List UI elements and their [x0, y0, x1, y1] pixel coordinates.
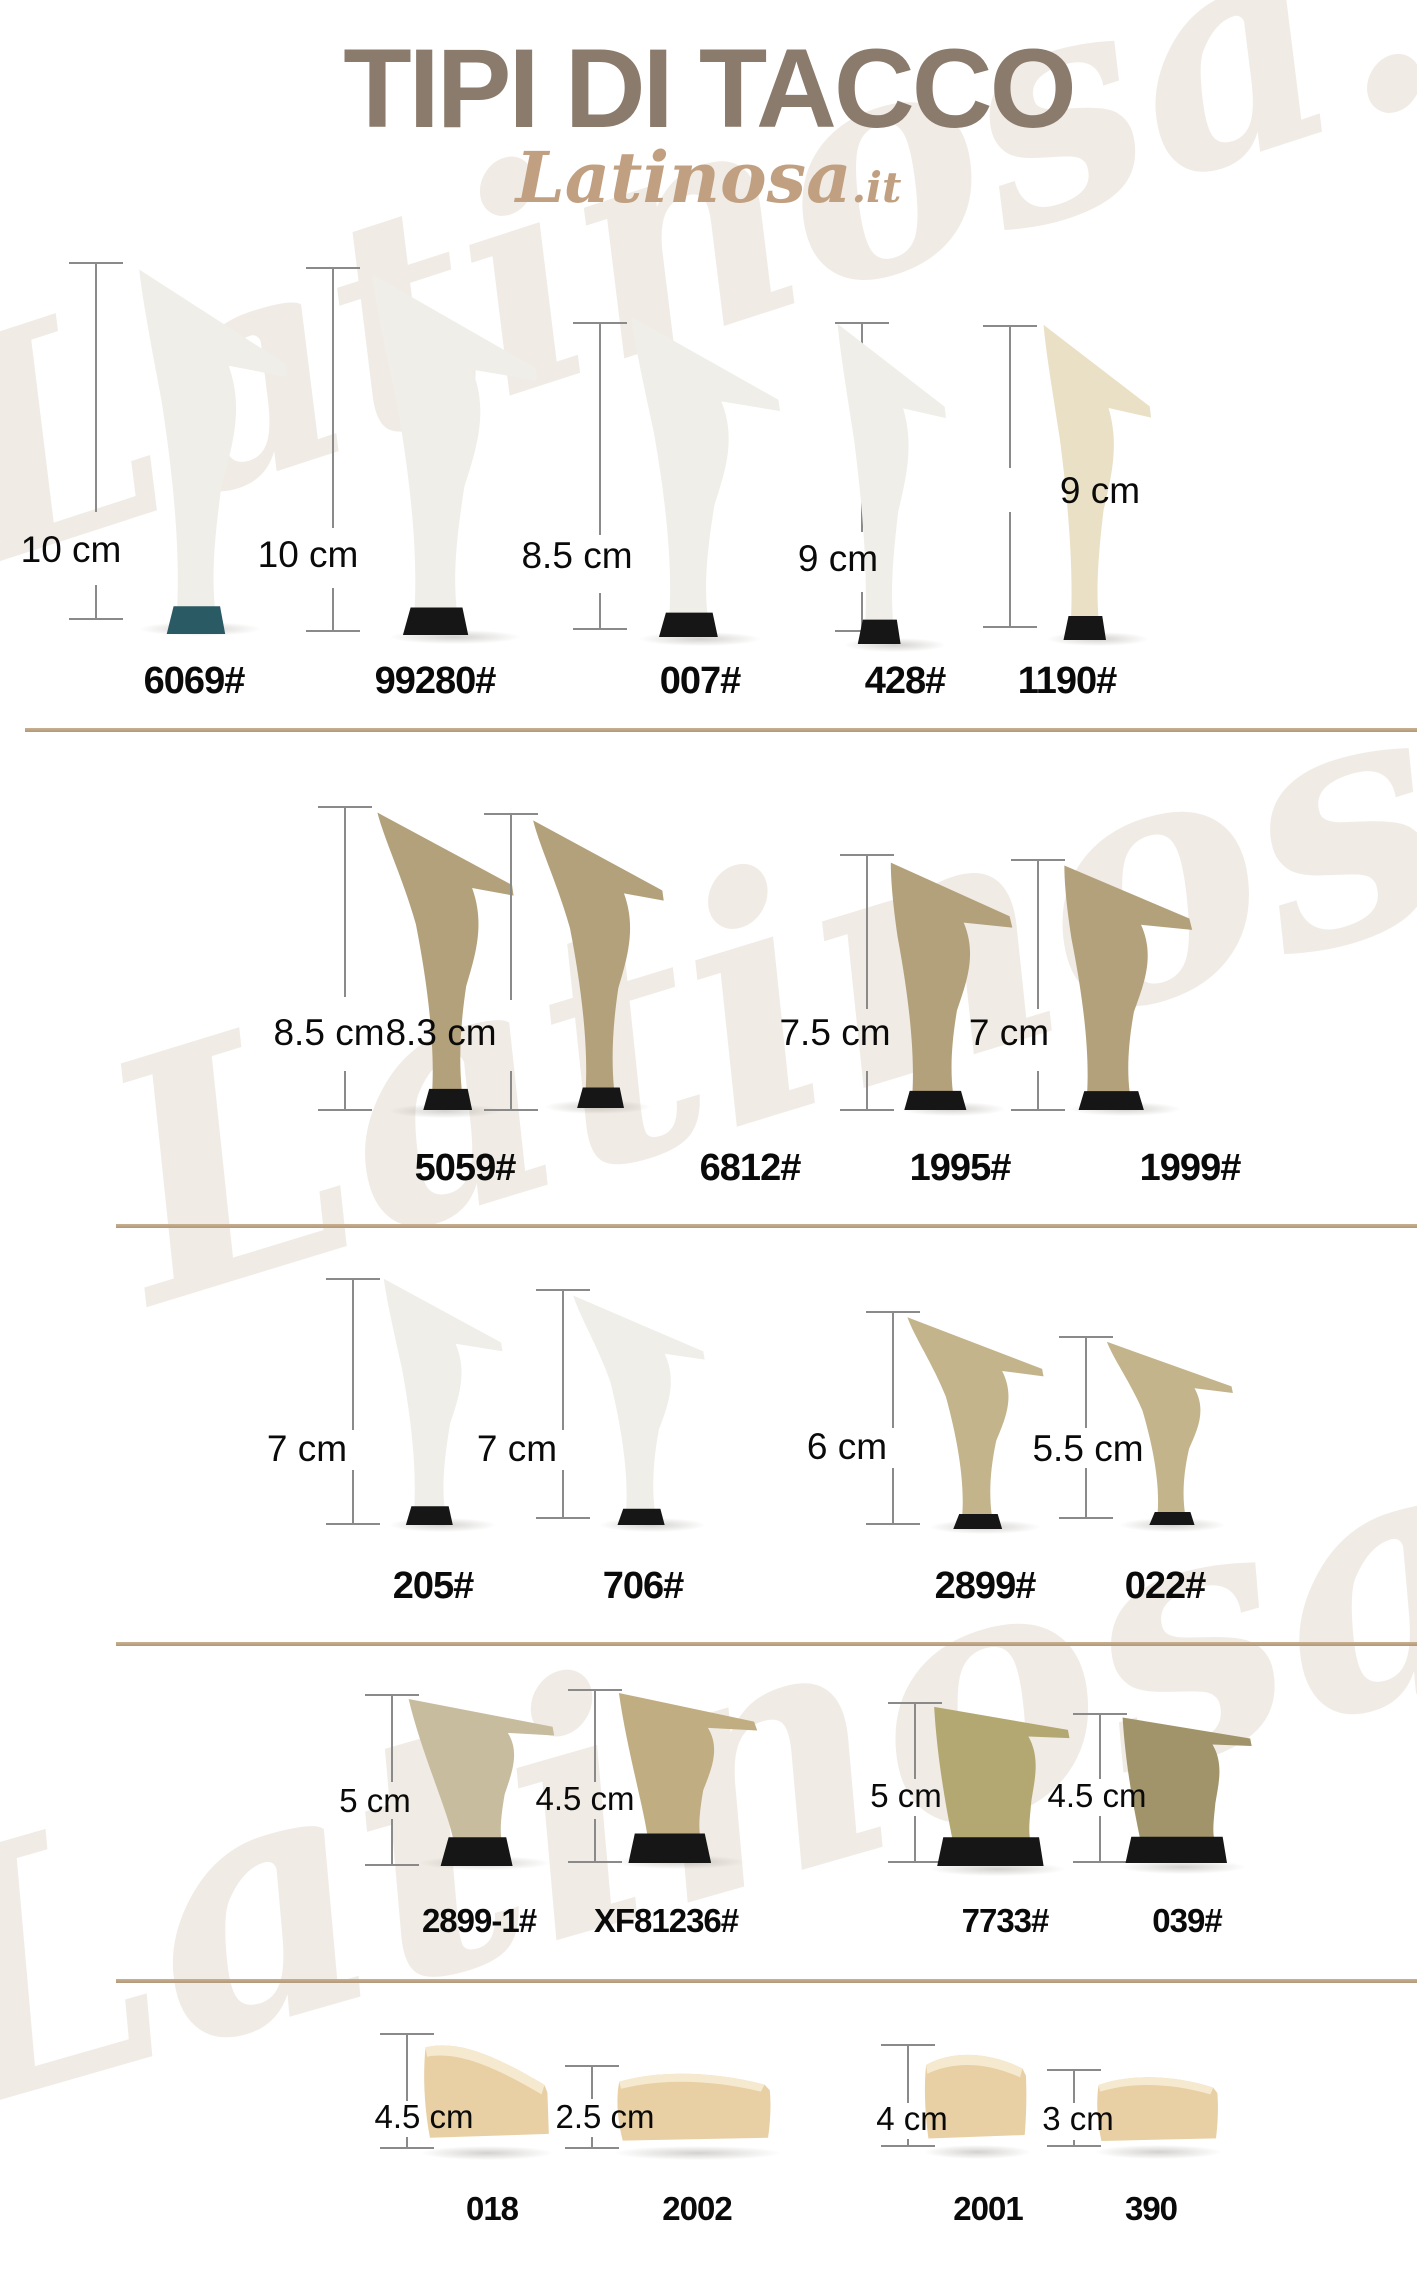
height-label-022: 5.5 cm — [1032, 1428, 1144, 1469]
height-label-007: 8.5 cm — [521, 535, 633, 576]
ruler-99280 — [301, 267, 365, 632]
height-label-7733: 5 cm — [870, 1777, 942, 1814]
heel-shadow — [1096, 2145, 1221, 2159]
ruler-2002 — [560, 2065, 624, 2149]
model-label-2001: 2001 — [953, 2190, 1023, 2227]
model-label-2899: 2899# — [934, 1565, 1037, 1607]
heel-6812-image — [533, 820, 664, 1108]
heel-428-image — [837, 323, 946, 644]
heel-shadow — [615, 2146, 780, 2160]
model-label-039: 039# — [1152, 1902, 1222, 1939]
heel-706-image — [573, 1295, 705, 1525]
height-label-6069: 10 cm — [20, 529, 122, 570]
section-divider — [116, 1224, 1417, 1228]
height-label-205: 7 cm — [266, 1428, 348, 1469]
ruler-2899-1 — [360, 1694, 424, 1866]
heel-shadow — [1120, 1860, 1245, 1874]
height-label-5059: 8.5 cm — [273, 1012, 385, 1053]
ruler-706 — [531, 1289, 595, 1519]
height-label-2899-1: 5 cm — [339, 1782, 411, 1819]
height-label-2001: 4 cm — [876, 2100, 948, 2137]
heel-99280-image — [372, 274, 538, 635]
heel-205-image — [383, 1278, 503, 1525]
heel-xf81236-image — [618, 1692, 758, 1863]
height-label-99280: 10 cm — [257, 534, 359, 575]
brand-tld: .it — [851, 163, 902, 212]
heel-2899-image — [907, 1317, 1044, 1529]
ruler-018 — [375, 2033, 439, 2149]
model-label-1995: 1995# — [909, 1147, 1012, 1189]
ruler-xf81236 — [563, 1689, 627, 1863]
model-label-1999: 1999# — [1139, 1147, 1242, 1189]
ruler-6812 — [479, 813, 543, 1111]
brand-name: Latinosa — [515, 136, 852, 219]
height-label-6812: 8.3 cm — [385, 1012, 497, 1053]
height-label-2899: 6 cm — [806, 1426, 888, 1467]
model-label-205: 205# — [392, 1565, 475, 1607]
ruler-1190 — [978, 325, 1042, 628]
ruler-205 — [321, 1278, 385, 1525]
height-label-1995: 7.5 cm — [779, 1012, 891, 1053]
height-label-018: 4.5 cm — [374, 2098, 474, 2135]
model-label-1190: 1190# — [1017, 660, 1118, 702]
ruler-2001 — [876, 2044, 940, 2147]
height-label-390: 3 cm — [1042, 2100, 1114, 2137]
heel-6069-image — [139, 269, 288, 634]
height-label-1999: 7 cm — [968, 1012, 1050, 1053]
section-divider — [116, 1979, 1417, 1983]
model-label-007: 007# — [659, 660, 742, 702]
heel-shadow — [1120, 1518, 1225, 1532]
model-label-xf81236: XF81236# — [593, 1902, 739, 1939]
heel-shadow — [422, 2146, 552, 2160]
model-label-6812: 6812# — [699, 1147, 802, 1189]
height-label-428: 9 cm — [797, 538, 879, 579]
height-label-xf81236: 4.5 cm — [535, 1780, 635, 1817]
ruler-022 — [1054, 1336, 1118, 1519]
model-label-6069: 6069# — [143, 660, 246, 702]
ruler-1995 — [835, 854, 899, 1111]
height-label-1190: 9 cm — [1059, 470, 1141, 511]
height-label-2002: 2.5 cm — [555, 2098, 655, 2135]
section-divider — [116, 1642, 1417, 1646]
heel-1999-image — [1064, 865, 1193, 1110]
model-label-428: 428# — [864, 660, 947, 702]
model-label-7733: 7733# — [961, 1902, 1050, 1939]
heel-2899-1-image — [408, 1698, 555, 1866]
height-label-039: 4.5 cm — [1047, 1777, 1147, 1814]
brand-logo: Latinosa.it — [0, 136, 1417, 219]
ruler-7733 — [883, 1702, 947, 1863]
heel-007-image — [631, 316, 781, 637]
ruler-5059 — [313, 806, 377, 1111]
ruler-007 — [568, 322, 632, 630]
ruler-1999 — [1006, 859, 1070, 1111]
model-label-99280: 99280# — [374, 660, 497, 702]
model-label-706: 706# — [602, 1565, 685, 1607]
model-label-022: 022# — [1124, 1565, 1207, 1607]
section-divider — [25, 728, 1417, 732]
model-label-2899-1: 2899-1# — [421, 1902, 537, 1939]
model-label-5059: 5059# — [414, 1147, 517, 1189]
page-title: TIPI DI TACCO — [343, 26, 1076, 151]
ruler-2899 — [861, 1311, 925, 1525]
ruler-6069 — [64, 262, 128, 620]
model-label-2002: 2002 — [662, 2190, 732, 2227]
model-label-390: 390 — [1124, 2190, 1178, 2227]
ruler-039 — [1068, 1713, 1132, 1863]
model-label-018: 018 — [465, 2190, 519, 2227]
heel-shadow — [390, 1104, 500, 1118]
heel-shadow — [925, 2145, 1030, 2159]
height-label-706: 7 cm — [476, 1428, 558, 1469]
ruler-390 — [1042, 2069, 1106, 2147]
heel-1995-image — [890, 862, 1013, 1110]
